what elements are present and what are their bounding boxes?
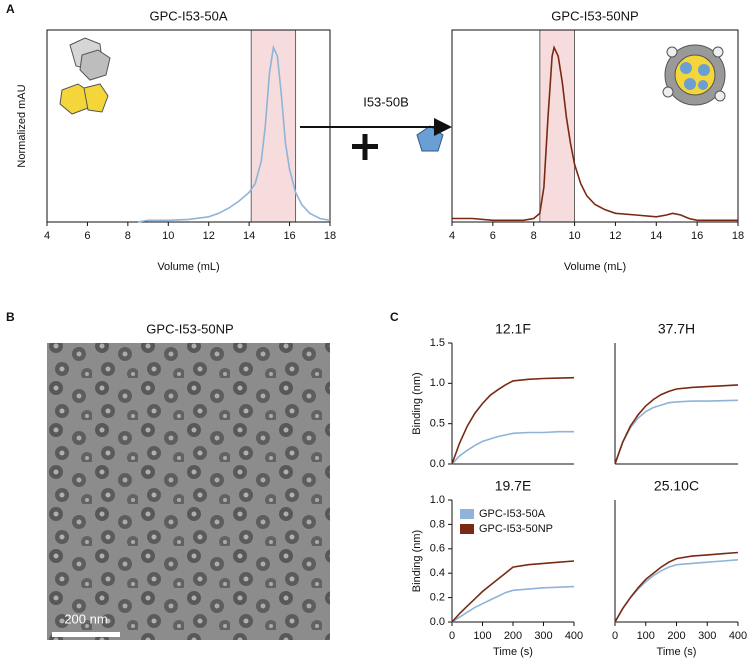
y-tick-label: 0.0 (430, 458, 445, 470)
x-tick-label: 14 (650, 230, 662, 242)
arrow (300, 118, 452, 136)
legend-label: GPC-I53-50A (479, 508, 546, 520)
x-tick-label: 400 (729, 630, 747, 642)
reagent-label: I53-50B (363, 94, 409, 109)
highlight-region (539, 29, 575, 223)
panel-label: A (6, 2, 15, 16)
data-line (452, 45, 738, 222)
x-tick-label: 200 (667, 630, 685, 642)
x-axis-label: Volume (mL) (564, 261, 626, 273)
micrograph-title: GPC-I53-50NP (146, 321, 233, 336)
x-tick-label: 18 (732, 230, 744, 242)
x-tick-label: 100 (473, 630, 491, 642)
x-tick-label: 0 (612, 630, 618, 642)
x-tick-label: 12 (203, 230, 215, 242)
data-line (451, 585, 575, 623)
data-line (137, 44, 331, 223)
data-line (451, 430, 574, 465)
nanoparticle-icon (662, 44, 726, 106)
x-tick-label: 6 (490, 230, 496, 242)
highlight-region (250, 29, 297, 223)
data-line (614, 559, 739, 623)
y-tick-label: 0.4 (430, 567, 445, 579)
x-tick-label: 16 (691, 230, 703, 242)
data-line (451, 560, 575, 623)
chart-title: GPC-I53-50NP (551, 8, 638, 23)
y-tick-label: 0.0 (430, 616, 445, 628)
data-line (614, 399, 739, 465)
x-tick-label: 6 (84, 230, 90, 242)
x-tick-label: 10 (568, 230, 580, 242)
x-axis-label: Time (s) (657, 646, 697, 658)
x-tick-label: 200 (504, 630, 522, 642)
y-axis-label: Binding (nm) (411, 530, 423, 592)
x-tick-label: 16 (283, 230, 295, 242)
x-tick-label: 18 (324, 230, 336, 242)
plus-sign (352, 134, 378, 160)
scale-bar (52, 632, 120, 637)
data-line (614, 384, 739, 465)
y-tick-label: 0.2 (430, 592, 445, 604)
legend-swatch (460, 509, 474, 519)
data-line (451, 376, 575, 465)
protein-icon (59, 37, 111, 115)
x-tick-label: 0 (449, 630, 455, 642)
y-axis-label: Binding (nm) (411, 372, 423, 434)
x-tick-label: 400 (565, 630, 583, 642)
x-tick-label: 10 (162, 230, 174, 242)
y-tick-label: 1.0 (430, 377, 445, 389)
x-tick-label: 4 (449, 230, 455, 242)
panel-label: B (6, 310, 15, 324)
x-tick-label: 100 (637, 630, 655, 642)
x-axis-label: Time (s) (493, 646, 533, 658)
micrograph-particles (47, 343, 330, 640)
scale-bar-label: 200 nm (64, 611, 107, 626)
y-tick-label: 0.5 (430, 418, 445, 430)
x-tick-label: 300 (698, 630, 716, 642)
x-tick-label: 12 (609, 230, 621, 242)
y-axis-label: Normalized mAU (16, 84, 28, 167)
data-line (614, 551, 739, 623)
chart-title: 37.7H (658, 321, 695, 337)
y-tick-label: 1.5 (430, 337, 445, 349)
x-tick-label: 4 (44, 230, 50, 242)
y-tick-label: 1.0 (430, 494, 445, 506)
chart-title: 25.10C (654, 478, 699, 494)
x-tick-label: 300 (534, 630, 552, 642)
legend-label: GPC-I53-50NP (479, 523, 553, 535)
chart-title: GPC-I53-50A (149, 8, 227, 23)
x-tick-label: 14 (243, 230, 255, 242)
x-tick-label: 8 (125, 230, 131, 242)
plot-frame (451, 29, 739, 223)
x-axis-label: Volume (mL) (157, 261, 219, 273)
panel-label: C (390, 310, 399, 324)
chart-title: 12.1F (495, 321, 531, 337)
plot-frame (46, 29, 331, 223)
y-tick-label: 0.8 (430, 518, 445, 530)
x-tick-label: 8 (531, 230, 537, 242)
legend-swatch (460, 524, 474, 534)
chart-title: 19.7E (495, 478, 532, 494)
y-tick-label: 0.6 (430, 543, 445, 555)
